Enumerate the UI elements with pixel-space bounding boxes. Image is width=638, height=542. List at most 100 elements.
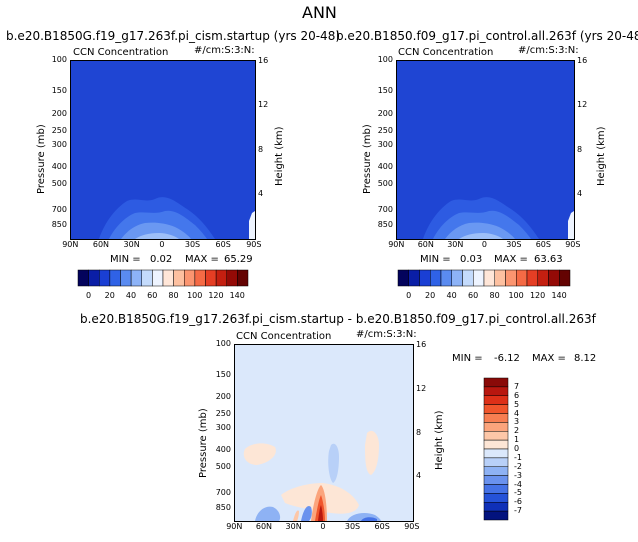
- colorbar-swatch: [237, 269, 249, 287]
- pressure-tick-label: 300: [377, 139, 393, 149]
- colorbar-swatch: [483, 386, 509, 396]
- latitude-tick-label: 0: [159, 240, 165, 249]
- colorbar-label: 60: [468, 291, 479, 300]
- pressure-tick-label: 100: [377, 55, 393, 64]
- left-max-label: MAX =: [185, 254, 219, 265]
- colorbar-label: 140: [551, 291, 567, 300]
- colorbar-label: 7: [514, 381, 520, 391]
- colorbar-label: -2: [514, 461, 522, 471]
- latitude-tick-label: 60N: [255, 522, 273, 531]
- right-subtitle: b.e20.B1850.f09_g17.pi_control.all.263f …: [336, 29, 638, 43]
- height-tick-label: 16: [258, 56, 269, 66]
- colorbar-label: 40: [125, 291, 137, 300]
- colorbar-swatch: [483, 422, 509, 432]
- colorbar-label: 6: [514, 390, 520, 400]
- colorbar-label: 2: [514, 426, 520, 436]
- colorbar-swatch: [483, 457, 509, 467]
- colorbar-label: -4: [514, 479, 522, 489]
- pressure-tick-label: 250: [215, 409, 231, 419]
- left-units-label: #/cm:S:3:N:: [194, 45, 255, 56]
- colorbar-label: 0: [86, 291, 92, 300]
- colorbar-swatch: [483, 431, 509, 441]
- diff-contour-band: [301, 505, 312, 521]
- diff-contour-band: [243, 443, 276, 465]
- diff-variable-label: CCN Concentration: [236, 331, 332, 342]
- pressure-tick-label: 250: [377, 125, 393, 135]
- colorbar-swatch: [483, 484, 509, 494]
- latitude-tick-label: 90N: [388, 240, 405, 249]
- pressure-tick-label: 850: [215, 502, 231, 512]
- latitude-tick-label: 30S: [506, 240, 522, 249]
- right-contour-band: [459, 233, 503, 239]
- right-polar-notch: [568, 211, 574, 239]
- pressure-tick-label: 700: [377, 205, 393, 215]
- latitude-tick-label: 30N: [123, 240, 140, 249]
- right-max-value: 63.63: [534, 254, 563, 265]
- left-max-value: 65.29: [224, 254, 253, 265]
- pressure-tick-label: 400: [51, 162, 67, 172]
- right-plot-area: [396, 60, 575, 240]
- colorbar-label: -3: [514, 470, 522, 480]
- right-min-label: MIN =: [420, 254, 451, 265]
- pressure-tick-label: 700: [215, 487, 231, 497]
- height-tick-label: 12: [258, 100, 269, 110]
- colorbar-label: -1: [514, 452, 522, 462]
- colorbar-swatch: [559, 269, 571, 287]
- left-subtitle: b.e20.B1850G.f19_g17.263f.pi_cism.startu…: [6, 29, 341, 43]
- colorbar-swatch: [483, 377, 509, 388]
- pressure-tick-label: 200: [377, 108, 393, 118]
- latitude-tick-label: 60N: [92, 240, 110, 249]
- left-plot-area: [70, 60, 256, 240]
- colorbar-label: 5: [514, 399, 520, 409]
- left-variable-label: CCN Concentration: [73, 47, 169, 58]
- right-max-label: MAX =: [494, 254, 528, 265]
- pressure-tick-label: 850: [377, 220, 393, 230]
- diff-max-value: 8.12: [574, 353, 597, 364]
- pressure-tick-label: 500: [215, 462, 231, 472]
- latitude-tick-label: 60S: [215, 240, 231, 249]
- colorbar-label: 3: [514, 417, 520, 427]
- figure-title: ANN: [302, 3, 337, 22]
- pressure-tick-label: 300: [51, 139, 67, 149]
- pressure-tick-label: 700: [51, 205, 67, 215]
- latitude-tick-label: 90N: [62, 240, 79, 249]
- pressure-tick-label: 400: [215, 444, 231, 454]
- latitude-tick-label: 30S: [344, 522, 361, 531]
- left-contour-band: [135, 233, 179, 239]
- colorbar-swatch: [483, 413, 509, 423]
- colorbar-label: 0: [406, 291, 412, 300]
- pressure-tick-label: 400: [377, 162, 393, 172]
- left-polar-notch: [249, 211, 255, 239]
- latitude-tick-label: 0: [320, 522, 326, 531]
- colorbar-label: -7: [514, 506, 522, 516]
- diff-contour-field: [235, 345, 413, 521]
- left-contour-band: [121, 222, 191, 239]
- colorbar-swatch: [483, 466, 509, 476]
- pressure-tick-label: 500: [377, 179, 393, 189]
- latitude-tick-label: 0: [481, 240, 487, 249]
- diff-contour-band: [361, 517, 377, 521]
- diff-units-label: #/cm:S:3:N:: [356, 329, 417, 340]
- latitude-tick-label: 90N: [226, 522, 243, 531]
- left-min-value: 0.02: [150, 254, 173, 265]
- left-min-label: MIN =: [110, 254, 141, 265]
- right-contour-field: [397, 61, 574, 239]
- colorbar-label: 0: [514, 444, 520, 453]
- colorbar-label: 120: [208, 291, 224, 300]
- diff-max-label: MAX =: [532, 353, 566, 364]
- diff-contour-band: [293, 510, 299, 521]
- colorbar-label: 100: [508, 291, 524, 300]
- height-tick-label: 12: [577, 100, 588, 110]
- colorbar-label: 40: [446, 291, 457, 300]
- right-variable-label: CCN Concentration: [398, 47, 494, 58]
- pressure-tick-label: 100: [51, 55, 67, 64]
- colorbar-swatch: [483, 475, 509, 485]
- colorbar-label: 100: [187, 291, 203, 300]
- right-units-label: #/cm:S:3:N:: [518, 45, 579, 56]
- latitude-tick-label: 60S: [535, 240, 551, 249]
- colorbar-label: 80: [168, 291, 179, 300]
- pressure-tick-label: 200: [51, 108, 67, 118]
- colorbar-label: 4: [514, 408, 520, 418]
- diff-contour-band: [255, 506, 281, 521]
